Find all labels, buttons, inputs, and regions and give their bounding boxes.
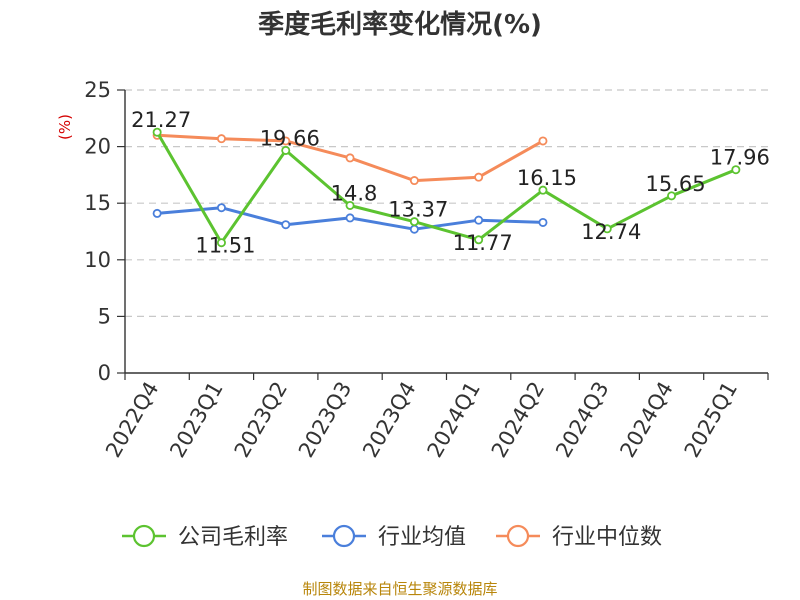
- series-point-0: [216, 238, 226, 248]
- data-label: 11.51: [195, 234, 255, 258]
- chart-title: 季度毛利率变化情况(%): [258, 9, 542, 40]
- series-point-0: [152, 127, 162, 137]
- x-tick-label-2023Q3: 2023Q3: [294, 378, 356, 462]
- data-label: 14.8: [331, 181, 378, 205]
- series-point-1: [474, 215, 484, 225]
- source-note: 制图数据来自恒生聚源数据库: [302, 580, 497, 598]
- series-point-2: [538, 136, 548, 146]
- legend-label-1: 行业均值: [378, 525, 466, 550]
- y-tick-label-20: 20: [84, 135, 111, 159]
- series-point-2: [409, 176, 419, 186]
- series-point-1: [281, 220, 291, 230]
- legend-item-1: 行业均值: [322, 524, 466, 550]
- series-point-1: [152, 208, 162, 218]
- legend-label-0: 公司毛利率: [178, 525, 288, 550]
- series-point-0: [281, 145, 291, 155]
- x-tick-label-2024Q2: 2024Q2: [487, 378, 549, 462]
- series-point-0: [474, 235, 484, 245]
- x-tick-label-2025Q1: 2025Q1: [680, 378, 742, 462]
- x-tick-label-2024Q3: 2024Q3: [551, 378, 613, 462]
- legend-item-0: 公司毛利率: [122, 524, 288, 550]
- legend-swatch-marker: [506, 524, 530, 548]
- y-tick-label-25: 25: [84, 78, 111, 102]
- series-point-0: [538, 185, 548, 195]
- legend: 公司毛利率 行业均值 行业中位数: [122, 524, 662, 550]
- series-point-1: [216, 203, 226, 213]
- x-tick-label-2023Q4: 2023Q4: [358, 378, 420, 462]
- series-point-0: [345, 200, 355, 210]
- x-tick-label-2022Q4: 2022Q4: [101, 378, 163, 462]
- x-tick-label-2023Q1: 2023Q1: [165, 378, 227, 462]
- y-tick-label-10: 10: [84, 248, 111, 272]
- data-label: 12.74: [581, 220, 641, 244]
- series-point-2: [281, 136, 291, 146]
- series-point-0: [602, 224, 612, 234]
- data-label: 13.37: [388, 198, 448, 222]
- y-axis-unit-label: (%): [56, 114, 74, 140]
- series-point-1: [538, 217, 548, 227]
- legend-label-2: 行业中位数: [552, 525, 662, 550]
- series-point-1: [345, 213, 355, 223]
- legend-swatch-marker: [332, 524, 356, 548]
- series-point-2: [474, 172, 484, 182]
- data-label: 19.66: [260, 126, 320, 150]
- series-line-0: [155, 130, 738, 245]
- series-layer: [152, 127, 741, 248]
- legend-swatch-marker: [132, 524, 156, 548]
- series-point-0: [409, 217, 419, 227]
- data-label: 17.96: [710, 146, 770, 170]
- x-tick-label-2024Q4: 2024Q4: [615, 378, 677, 462]
- data-label: 16.15: [517, 166, 577, 190]
- data-labels: 21.2711.5119.6614.813.3711.7716.1512.741…: [131, 108, 770, 257]
- series-point-0: [731, 165, 741, 175]
- x-tick-label-2023Q2: 2023Q2: [230, 378, 292, 462]
- y-tick-label-5: 5: [98, 304, 111, 328]
- series-point-2: [345, 153, 355, 163]
- x-tick-label-2024Q1: 2024Q1: [423, 378, 485, 462]
- data-label: 15.65: [645, 172, 705, 196]
- series-point-0: [667, 191, 677, 201]
- data-label: 11.77: [453, 231, 513, 255]
- legend-item-2: 行业中位数: [496, 524, 662, 550]
- data-label: 21.27: [131, 108, 191, 132]
- series-point-1: [409, 224, 419, 234]
- series-point-2: [216, 134, 226, 144]
- y-tick-label-15: 15: [84, 191, 111, 215]
- y-tick-label-0: 0: [98, 361, 111, 385]
